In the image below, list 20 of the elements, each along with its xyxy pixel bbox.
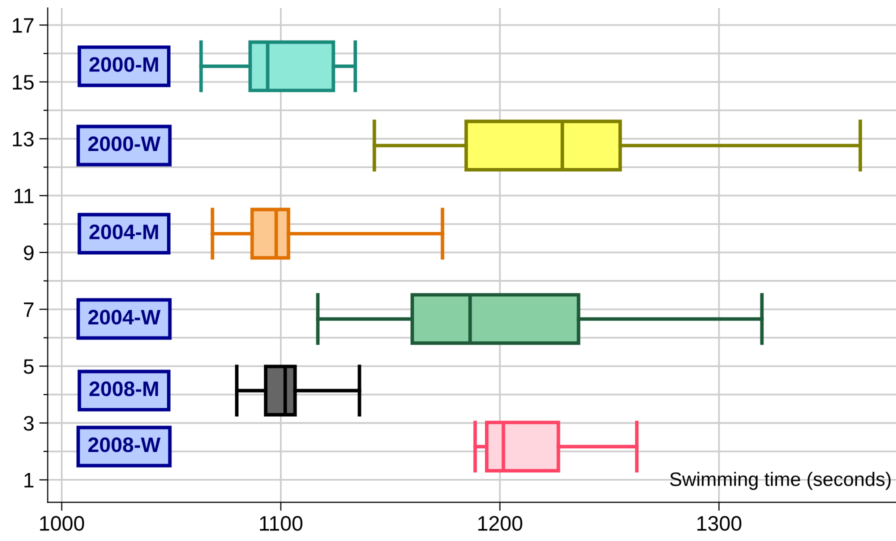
y-tick-label: 17 xyxy=(12,18,34,33)
y-tick-label: 5 xyxy=(24,359,34,374)
y-tick-label: 11 xyxy=(14,188,34,204)
x-tick-label: 1200 xyxy=(478,516,522,531)
annotation: 2004-W xyxy=(88,310,160,325)
y-tick-label: 7 xyxy=(24,302,34,317)
y-tick-label: 13 xyxy=(12,132,34,147)
annotation: 2000-M xyxy=(89,57,158,72)
x-tick-label: 1000 xyxy=(40,516,84,531)
x-axis-title: Swimming time (seconds) xyxy=(670,472,891,490)
x-tick-label: 1300 xyxy=(697,516,742,531)
annotation: 2008-W xyxy=(88,437,160,452)
y-tick-label: 1 xyxy=(24,473,34,488)
annotation: 2004-M xyxy=(89,224,158,240)
y-tick-label: 9 xyxy=(24,245,34,260)
annotation: 2000-W xyxy=(88,136,160,152)
y-tick-label: 3 xyxy=(24,416,34,431)
x-tick-label: 1100 xyxy=(260,516,302,531)
annotation: 2008-M xyxy=(89,381,158,396)
y-tick-label: 15 xyxy=(12,75,34,90)
